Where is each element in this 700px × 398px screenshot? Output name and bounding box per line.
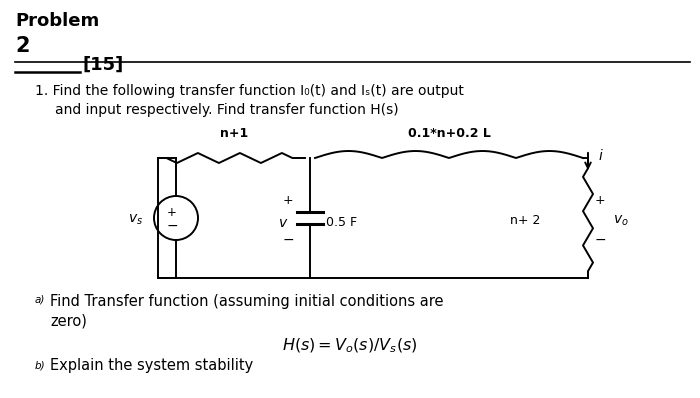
Text: $H(s) = V_o(s)/V_s(s)$: $H(s) = V_o(s)/V_s(s)$ — [282, 337, 418, 355]
Text: 2: 2 — [15, 36, 29, 56]
Text: and input respectively. Find transfer function H(s): and input respectively. Find transfer fu… — [55, 103, 398, 117]
Text: +: + — [283, 193, 293, 207]
Text: $v_s$: $v_s$ — [129, 213, 144, 227]
Text: [15]: [15] — [83, 56, 125, 74]
Text: Explain the system stability: Explain the system stability — [50, 358, 253, 373]
Text: n+ 2: n+ 2 — [510, 215, 540, 228]
Text: n+1: n+1 — [220, 127, 248, 140]
Text: $i$: $i$ — [598, 148, 604, 164]
Text: −: − — [282, 233, 294, 247]
Text: a): a) — [35, 295, 46, 305]
Text: −: − — [594, 233, 606, 247]
Text: +: + — [595, 193, 606, 207]
Text: 0.1*n+0.2 L: 0.1*n+0.2 L — [407, 127, 491, 140]
Text: b): b) — [35, 360, 46, 370]
Text: zero): zero) — [50, 314, 87, 329]
Text: 1. Find the following transfer function I₀(t) and Iₛ(t) are output: 1. Find the following transfer function … — [35, 84, 464, 98]
Text: Find Transfer function (assuming initial conditions are: Find Transfer function (assuming initial… — [50, 294, 444, 309]
Text: $v_o$: $v_o$ — [613, 214, 629, 228]
Text: −: − — [166, 219, 178, 233]
Text: 0.5 F: 0.5 F — [326, 217, 357, 230]
Text: Problem: Problem — [15, 12, 99, 30]
Text: $v$: $v$ — [278, 216, 288, 230]
Text: +: + — [167, 205, 177, 219]
